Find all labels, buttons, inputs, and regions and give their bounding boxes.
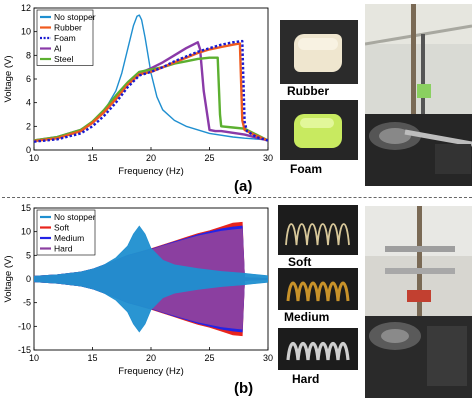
foam-sample-photo xyxy=(280,100,358,160)
chart-a-voltage-frequency: 10 15 20 25 30 0 2 4 6 8 10 12 Frequency (Hz) Voltage… xyxy=(3,3,273,177)
apparatus-photo-b xyxy=(365,206,472,398)
legend-label: Al xyxy=(54,44,62,54)
soft-spring-photo xyxy=(278,205,358,255)
y-axis-label: Voltage (V) xyxy=(3,256,14,303)
y-tick-label: 5 xyxy=(26,250,31,260)
hard-spring-photo xyxy=(278,328,358,370)
y-axis-label: Voltage (V) xyxy=(3,56,14,103)
series-envelope-no-stopper xyxy=(34,225,268,333)
chart-b-voltage-frequency: 10 15 20 25 30 -15 -10 -5 0 5 10 15 Frequency (Hz) Vo… xyxy=(3,203,273,377)
legend-label: Rubber xyxy=(54,23,82,33)
y-tick-label: 10 xyxy=(21,27,31,37)
hard-label: Hard xyxy=(292,372,320,386)
medium-spring-photo xyxy=(278,268,358,310)
y-tick-label: -15 xyxy=(18,345,31,355)
x-tick-label: 30 xyxy=(263,353,273,363)
rubber-label: Rubber xyxy=(287,84,329,98)
y-tick-label: 6 xyxy=(26,74,31,84)
y-tick-label: 12 xyxy=(21,3,31,13)
medium-label: Medium xyxy=(284,310,330,324)
y-tick-label: 10 xyxy=(21,227,31,237)
panel-b-letter: (b) xyxy=(234,380,254,397)
y-tick-label: -10 xyxy=(18,321,31,331)
x-tick-label: 10 xyxy=(29,353,39,363)
y-tick-label: 0 xyxy=(26,274,31,284)
x-tick-label: 20 xyxy=(146,353,156,363)
x-tick-label: 20 xyxy=(146,153,156,163)
legend-label: Soft xyxy=(54,223,70,233)
y-tick-label: 15 xyxy=(21,203,31,213)
y-tick-label: -5 xyxy=(23,298,31,308)
x-axis-label: Frequency (Hz) xyxy=(118,366,183,377)
foam-label: Foam xyxy=(290,162,323,176)
legend-label: Medium xyxy=(54,233,84,243)
x-tick-label: 30 xyxy=(263,153,273,163)
x-tick-label: 15 xyxy=(87,353,97,363)
x-axis-label: Frequency (Hz) xyxy=(118,166,183,177)
x-tick-label: 15 xyxy=(87,153,97,163)
x-tick-label: 10 xyxy=(29,153,39,163)
panel-separator xyxy=(2,197,472,198)
series-line-foam xyxy=(34,39,268,143)
rubber-sample-photo xyxy=(280,20,358,84)
apparatus-photo-a xyxy=(365,4,472,186)
legend-label: Steel xyxy=(54,54,73,64)
legend-label: Hard xyxy=(54,244,73,254)
legend-label: No stopper xyxy=(54,12,96,22)
panel-a-letter: (a) xyxy=(234,178,253,195)
soft-label: Soft xyxy=(288,255,312,269)
legend-label: No stopper xyxy=(54,212,96,222)
legend-label: Foam xyxy=(54,33,76,43)
y-tick-label: 0 xyxy=(26,145,31,155)
y-tick-label: 4 xyxy=(26,98,31,108)
x-tick-label: 25 xyxy=(204,353,214,363)
y-tick-label: 8 xyxy=(26,50,31,60)
x-tick-label: 25 xyxy=(204,153,214,163)
y-tick-label: 2 xyxy=(26,121,31,131)
